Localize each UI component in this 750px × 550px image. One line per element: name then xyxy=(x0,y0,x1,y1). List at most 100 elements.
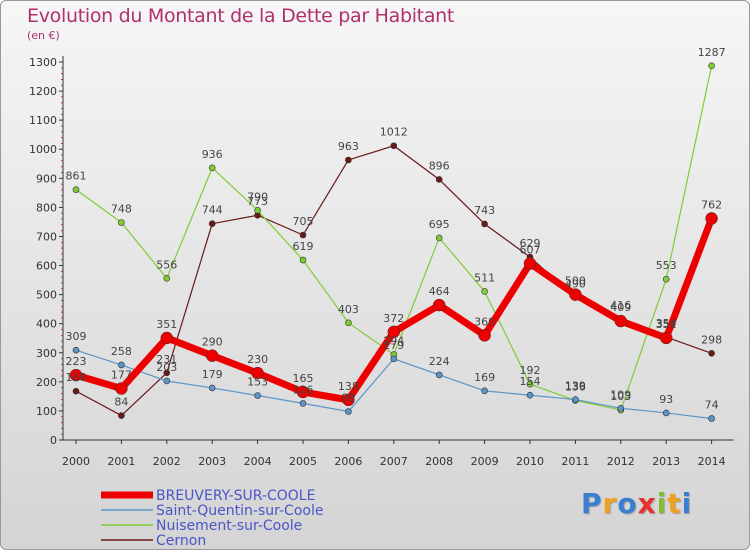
x-tick-label: 2000 xyxy=(62,455,90,468)
data-label: 409 xyxy=(610,301,631,314)
data-label: 294 xyxy=(383,335,404,348)
x-tick-label: 2004 xyxy=(244,455,272,468)
data-point xyxy=(614,314,628,328)
data-label: 154 xyxy=(520,375,541,388)
data-point xyxy=(72,346,80,354)
data-label: 98 xyxy=(341,392,355,405)
data-label: 138 xyxy=(338,380,359,393)
data-point xyxy=(708,350,715,357)
data-point xyxy=(569,288,582,301)
data-label: 179 xyxy=(202,368,223,381)
data-label: 351 xyxy=(156,318,177,331)
data-label: 1012 xyxy=(380,126,408,139)
data-label: 695 xyxy=(429,218,450,231)
data-label: 139 xyxy=(565,380,586,393)
x-tick-label: 2009 xyxy=(471,455,499,468)
data-label: 165 xyxy=(293,372,314,385)
data-point xyxy=(72,387,80,395)
legend-label: Nuisement-sur-Coole xyxy=(156,518,302,534)
data-label: 490 xyxy=(565,278,586,291)
y-tick-label: 100 xyxy=(36,405,57,418)
y-tick-label: 700 xyxy=(36,230,57,243)
data-label: 619 xyxy=(293,240,314,253)
legend-label: Saint-Quentin-sur-Coole xyxy=(156,503,323,519)
data-label: 169 xyxy=(474,371,495,384)
legend-label: Cernon xyxy=(156,533,206,549)
data-point xyxy=(617,405,625,412)
data-point xyxy=(69,368,83,382)
data-label: 153 xyxy=(247,376,268,389)
data-point xyxy=(390,355,398,363)
x-tick-label: 2008 xyxy=(425,455,453,468)
data-label: 223 xyxy=(66,355,87,368)
x-tick-label: 2005 xyxy=(289,455,317,468)
x-tick-label: 2002 xyxy=(153,455,181,468)
data-label: 290 xyxy=(202,336,223,349)
data-point xyxy=(163,369,171,377)
data-label: 403 xyxy=(338,303,359,316)
data-label: 607 xyxy=(520,244,541,257)
data-label: 861 xyxy=(66,170,87,183)
data-label: 963 xyxy=(338,140,359,153)
data-label: 748 xyxy=(111,203,132,216)
legend: BREUVERY-SUR-COOLESaint-Quentin-sur-Cool… xyxy=(101,488,323,549)
data-point xyxy=(72,186,80,193)
data-label: 103 xyxy=(610,390,631,403)
x-tick-label: 2003 xyxy=(198,455,226,468)
data-point xyxy=(251,366,264,380)
data-point xyxy=(659,331,673,345)
data-point xyxy=(205,349,219,362)
x-tick-label: 2001 xyxy=(107,455,135,468)
data-label: 416 xyxy=(610,299,631,312)
data-label: 109 xyxy=(610,388,631,401)
data-label: 136 xyxy=(565,380,586,393)
data-label: 351 xyxy=(656,318,677,331)
x-tick-label: 2012 xyxy=(607,455,635,468)
data-label: 936 xyxy=(202,148,223,161)
chart-title: Evolution du Montant de la Dette par Hab… xyxy=(27,5,455,27)
data-label: 230 xyxy=(247,353,268,366)
data-point xyxy=(481,387,488,395)
data-label: 553 xyxy=(656,259,677,272)
data-label: 896 xyxy=(429,159,450,172)
data-label: 298 xyxy=(701,333,722,346)
data-point xyxy=(662,409,670,417)
data-label: 84 xyxy=(114,396,128,409)
x-tick-label: 2011 xyxy=(561,455,589,468)
data-point xyxy=(432,298,446,312)
y-tick-label: 1200 xyxy=(29,85,57,98)
y-tick-label: 1000 xyxy=(29,143,57,156)
data-label: 203 xyxy=(156,361,177,374)
data-label: 762 xyxy=(701,198,722,211)
data-point xyxy=(478,329,491,342)
chart-unit-label: (en €) xyxy=(27,29,60,42)
y-tick-label: 600 xyxy=(36,260,57,273)
data-label: 279 xyxy=(383,339,404,352)
data-label: 629 xyxy=(520,237,541,250)
data-point xyxy=(163,275,171,282)
data-label: 309 xyxy=(66,330,87,343)
x-tick-label: 2010 xyxy=(516,455,544,468)
y-tick-label: 800 xyxy=(36,201,57,214)
series-lines xyxy=(69,62,718,422)
data-point xyxy=(708,62,715,70)
data-point xyxy=(708,415,715,422)
data-label: 192 xyxy=(520,364,541,377)
data-point xyxy=(435,176,443,183)
data-label: 705 xyxy=(293,215,314,228)
data-point xyxy=(299,256,307,264)
data-point xyxy=(345,156,352,164)
data-point xyxy=(118,361,125,369)
data-point xyxy=(115,382,128,395)
data-point xyxy=(118,412,125,419)
data-point xyxy=(345,319,352,327)
data-point xyxy=(299,231,307,239)
data-point xyxy=(481,288,488,295)
data-point xyxy=(342,393,355,407)
data-point xyxy=(160,331,174,345)
data-label: 93 xyxy=(659,393,673,406)
legend-label: BREUVERY-SUR-COOLE xyxy=(156,488,315,504)
data-point xyxy=(435,234,443,242)
data-point xyxy=(208,220,216,227)
